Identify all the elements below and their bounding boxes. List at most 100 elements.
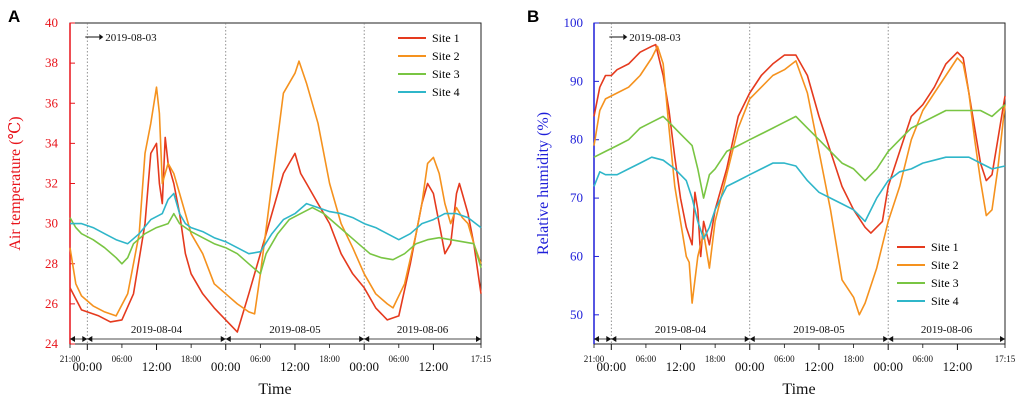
series-line-site-3 — [593, 104, 1006, 199]
day-range-arrowhead — [749, 336, 755, 342]
x-minor-tick-label: 18:00 — [843, 354, 864, 364]
legend-label-site-1: Site 1 — [432, 31, 460, 45]
legend-label-site-3: Site 3 — [931, 276, 959, 290]
start-date-label: 2019-08-03 — [629, 32, 681, 44]
series-line-site-3 — [69, 206, 482, 275]
day-range-arrowhead — [611, 336, 617, 342]
x-major-tick-label: 00:00 — [211, 359, 241, 374]
y-tick-label: 70 — [570, 190, 583, 205]
day-label: 2019-08-04 — [131, 324, 183, 336]
day-label: 2019-08-05 — [793, 324, 845, 336]
y-tick-label: 50 — [570, 307, 583, 322]
day-label-bg — [122, 323, 191, 335]
y-tick-label: 40 — [45, 15, 58, 30]
legend-label-site-4: Site 4 — [931, 294, 959, 308]
panel-a-letter: A — [8, 7, 20, 26]
panel-a-plot: 24 26 28 30 32 34 36 38 40 Air temperature (℃) 201… — [7, 15, 492, 398]
legend-label-site-2: Site 2 — [432, 49, 460, 63]
x-minor-tick-label: 17:15 — [995, 354, 1016, 364]
series-line-site-1 — [69, 136, 482, 333]
x-major-tick-label: 12:00 — [943, 359, 973, 374]
day-range-arrowhead — [70, 336, 75, 342]
panel-b-legend: Site 1 Site 2 Site 3 Site 4 — [897, 240, 959, 308]
x-minor-tick-label: 18:00 — [705, 354, 726, 364]
x-major-tick-label: 00:00 — [735, 359, 765, 374]
series-line-site-2 — [593, 45, 1006, 316]
x-major-tick-label: 12:00 — [142, 359, 172, 374]
x-minor-tick-label: 21:00 — [60, 354, 81, 364]
day-range-arrowhead — [220, 336, 226, 342]
x-minor-tick-label: 06:00 — [389, 354, 410, 364]
day-range-arrowhead — [359, 336, 365, 342]
x-major-tick-label: 12:00 — [419, 359, 449, 374]
x-minor-tick-label: 06:00 — [112, 354, 133, 364]
x-major-tick-label: 00:00 — [873, 359, 903, 374]
panel-b-letter: B — [527, 7, 539, 26]
legend-label-site-4: Site 4 — [432, 85, 460, 99]
start-date-arrowhead — [99, 34, 104, 40]
day-range-arrowhead — [82, 336, 88, 342]
day-range-arrowhead — [87, 336, 93, 342]
day-label-bg — [912, 323, 981, 335]
x-major-tick-label: 12:00 — [280, 359, 310, 374]
start-date-arrowhead — [623, 34, 628, 40]
day-range-arrowhead — [606, 336, 612, 342]
panel-b: B 50 60 70 80 90 100 Relative humidity (%) 2019… — [527, 7, 1016, 398]
y-tick-label: 90 — [570, 73, 583, 88]
day-label: 2019-08-06 — [397, 324, 449, 336]
series-line-site-2 — [69, 60, 482, 317]
x-minor-tick-label: 21:00 — [584, 354, 605, 364]
y-tick-label: 34 — [45, 135, 59, 150]
day-label: 2019-08-06 — [921, 324, 973, 336]
x-minor-tick-label: 06:00 — [913, 354, 934, 364]
x-major-tick-label: 00:00 — [72, 359, 102, 374]
x-major-tick-label: 12:00 — [666, 359, 696, 374]
day-label-bg — [388, 323, 457, 335]
x-minor-tick-label: 06:00 — [250, 354, 271, 364]
day-label-bg — [784, 323, 853, 335]
x-major-tick-label: 00:00 — [596, 359, 626, 374]
legend-label-site-2: Site 2 — [931, 258, 959, 272]
legend-label-site-3: Site 3 — [432, 67, 460, 81]
x-major-tick-label: 00:00 — [349, 359, 379, 374]
legend-label-site-1: Site 1 — [931, 240, 959, 254]
y-axis-title: Relative humidity (%) — [535, 112, 552, 255]
x-major-tick-label: 12:00 — [804, 359, 834, 374]
y-tick-label: 26 — [45, 296, 59, 311]
y-tick-label: 32 — [45, 176, 58, 191]
x-minor-tick-label: 06:00 — [636, 354, 657, 364]
x-minor-tick-label: 06:00 — [774, 354, 795, 364]
day-label-bg — [260, 323, 329, 335]
y-tick-label: 24 — [45, 336, 59, 351]
day-range-arrowhead — [364, 336, 370, 342]
x-axis-title: Time — [258, 381, 291, 398]
day-range-arrowhead — [883, 336, 889, 342]
x-minor-tick-label: 17:15 — [471, 354, 492, 364]
y-tick-label: 38 — [45, 55, 58, 70]
day-range-arrowhead — [225, 336, 231, 342]
plot-frame — [69, 22, 482, 345]
day-range-arrowhead — [476, 336, 481, 342]
start-date-label: 2019-08-03 — [105, 32, 157, 44]
panel-b-plot: 50 60 70 80 90 100 Relative humidity (%) 2019-0… — [535, 15, 1016, 398]
y-tick-label: 100 — [564, 15, 584, 30]
series-line-site-4 — [70, 192, 482, 255]
day-range-arrowhead — [744, 336, 750, 342]
y-tick-label: 60 — [570, 248, 583, 263]
day-range-arrowhead — [594, 336, 599, 342]
y-tick-label: 80 — [570, 132, 583, 147]
day-label: 2019-08-04 — [655, 324, 707, 336]
y-tick-label: 30 — [45, 216, 58, 231]
x-minor-tick-label: 18:00 — [181, 354, 202, 364]
day-label: 2019-08-05 — [269, 324, 321, 336]
x-axis-title: Time — [782, 381, 815, 398]
y-axis-title: Air temperature (℃) — [7, 116, 24, 250]
day-range-arrowhead — [1000, 336, 1005, 342]
y-tick-label: 28 — [45, 256, 58, 271]
day-range-arrowhead — [888, 336, 894, 342]
x-minor-tick-label: 18:00 — [319, 354, 340, 364]
series-line-site-4 — [593, 156, 1006, 240]
day-label-bg — [646, 323, 715, 335]
series-line-site-1 — [593, 43, 1006, 258]
